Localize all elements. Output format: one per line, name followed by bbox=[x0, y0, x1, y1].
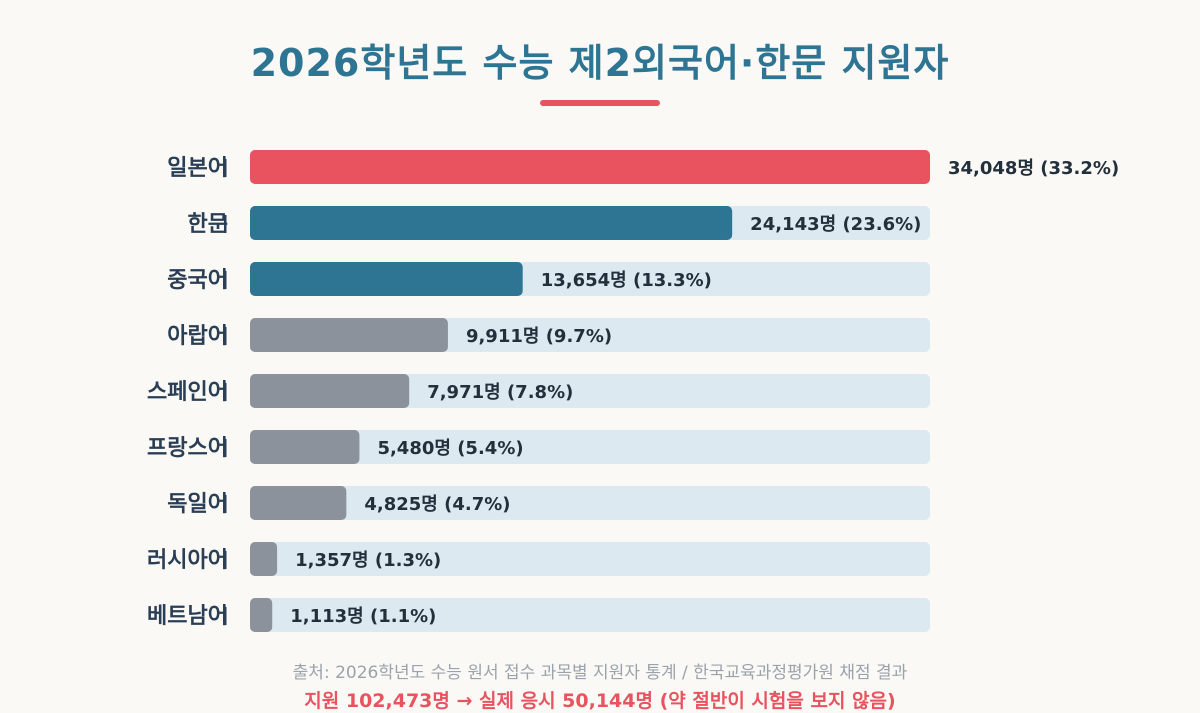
bar-track bbox=[250, 542, 930, 576]
bar-4 bbox=[250, 318, 448, 352]
label-marker bbox=[224, 159, 227, 177]
bar-5 bbox=[250, 374, 410, 408]
category-label: 아랍어 bbox=[167, 324, 228, 349]
value-label: 5,480명 (5.4%) bbox=[377, 438, 523, 459]
value-label: 9,911명 (9.7%) bbox=[466, 326, 612, 347]
category-label: 스페인어 bbox=[147, 380, 228, 405]
value-label: 34,048명 (33.2%) bbox=[948, 158, 1119, 179]
bar-9 bbox=[250, 598, 273, 632]
value-label: 7,971명 (7.8%) bbox=[427, 382, 573, 403]
value-label: 13,654명 (13.3%) bbox=[541, 270, 712, 291]
bar-chart: 일본어 34,048명 (33.2%) 한문 24,143명 (23.6%) 중국어 13… bbox=[147, 150, 1119, 632]
category-label: 프랑스어 bbox=[147, 436, 228, 461]
value-label: 4,825명 (4.7%) bbox=[364, 494, 510, 515]
bar-8 bbox=[250, 542, 278, 576]
label-marker bbox=[224, 607, 227, 625]
category-label: 일본어 bbox=[167, 156, 228, 181]
value-label: 1,357명 (1.3%) bbox=[295, 550, 441, 571]
category-label: 독일어 bbox=[167, 492, 228, 517]
label-marker bbox=[224, 215, 227, 233]
value-label: 1,113명 (1.1%) bbox=[290, 606, 436, 627]
category-label: 중국어 bbox=[167, 268, 228, 293]
label-marker bbox=[224, 271, 227, 289]
source-note: 출처: 2026학년도 수능 원서 접수 과목별 지원자 통계 / 한국교육과정… bbox=[292, 663, 908, 683]
category-label: 한문 bbox=[188, 212, 228, 237]
bar-track bbox=[250, 486, 930, 520]
bar-track bbox=[250, 374, 930, 408]
label-marker bbox=[224, 495, 227, 513]
value-label: 24,143명 (23.6%) bbox=[750, 214, 921, 235]
bar-1 bbox=[250, 150, 930, 184]
label-marker bbox=[224, 439, 227, 457]
label-marker bbox=[224, 327, 227, 345]
label-marker bbox=[224, 551, 227, 569]
category-label: 러시아어 bbox=[147, 548, 228, 573]
bar-2 bbox=[250, 206, 733, 240]
bar-track bbox=[250, 430, 930, 464]
label-marker bbox=[224, 383, 227, 401]
category-label: 베트남어 bbox=[147, 604, 228, 629]
bar-track bbox=[250, 598, 930, 632]
bar-7 bbox=[250, 486, 347, 520]
bar-3 bbox=[250, 262, 523, 296]
chart-title: 2026학년도 수능 제2외국어·한문 지원자 bbox=[250, 41, 950, 85]
bar-6 bbox=[250, 430, 360, 464]
title-underline bbox=[540, 100, 660, 106]
